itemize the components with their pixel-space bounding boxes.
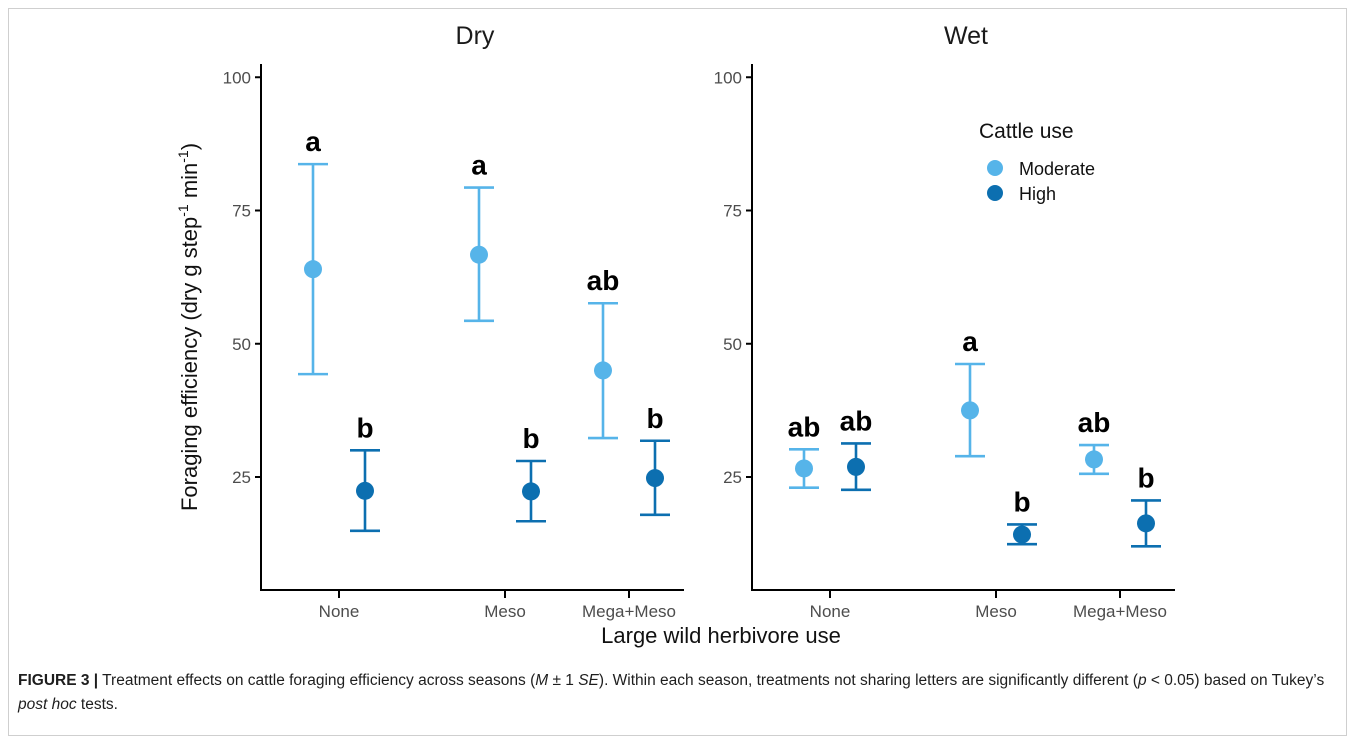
significance-letter-wet-0-moderate: ab <box>788 411 821 442</box>
x-tick-label-dry-2: Mega+Meso <box>582 602 676 621</box>
significance-letter-dry-1-moderate: a <box>471 150 487 181</box>
point-dry-1-high <box>522 482 540 501</box>
chart: Dry Wet Foraging efficiency (dry g step-… <box>175 22 1175 648</box>
caption-italic-post-hoc: post hoc <box>18 696 77 713</box>
caption-text-3: ). Within each season, treatments not sh… <box>598 672 1138 689</box>
significance-letter-wet-0-high: ab <box>840 405 873 436</box>
chart-marks: 25 50 75 100 None Meso Mega+Meso 25 50 75 100 None M… <box>223 68 1167 621</box>
point-dry-0-moderate <box>304 260 322 279</box>
caption-text-2: ± 1 <box>548 672 579 689</box>
point-dry-2-high <box>646 469 664 488</box>
caption-italic-p: p <box>1137 672 1147 689</box>
panel-wet: Wet <box>751 22 1175 591</box>
significance-letter-dry-0-high: b <box>356 412 373 443</box>
panel-title-dry: Dry <box>456 22 495 50</box>
y-tick-label-wet-100: 100 <box>714 68 742 87</box>
panel-dry: Dry <box>260 22 684 591</box>
figure-caption: FIGURE 3 | Treatment effects on cattle f… <box>18 669 1338 717</box>
point-wet-0-moderate <box>795 459 813 478</box>
y-axis-title: Foraging efficiency (dry g step-1 min-1) <box>175 143 202 511</box>
caption-italic-se: SE <box>578 672 599 689</box>
x-tick-label-wet-0: None <box>810 602 851 621</box>
x-tick-label-dry-1: Meso <box>484 602 526 621</box>
legend-marker-high <box>987 185 1003 201</box>
point-wet-0-high <box>847 457 865 476</box>
y-tick-label-dry-50: 50 <box>232 335 251 354</box>
point-wet-1-high <box>1013 525 1031 544</box>
y-tick-label-wet-50: 50 <box>723 335 742 354</box>
legend: Cattle use Moderate High <box>979 120 1095 204</box>
significance-letter-dry-0-moderate: a <box>305 126 321 157</box>
significance-letter-wet-1-high: b <box>1013 486 1030 517</box>
y-tick-label-wet-75: 75 <box>723 202 742 221</box>
x-axis-title: Large wild herbivore use <box>601 623 841 648</box>
caption-label: FIGURE 3 | <box>18 672 99 689</box>
point-wet-1-moderate <box>961 401 979 420</box>
caption-italic-m: M <box>535 672 549 689</box>
panel-title-wet: Wet <box>944 22 988 50</box>
significance-letter-wet-1-moderate: a <box>962 326 978 357</box>
significance-letter-wet-2-high: b <box>1137 462 1154 493</box>
x-tick-label-dry-0: None <box>319 602 360 621</box>
point-wet-2-moderate <box>1085 450 1103 469</box>
significance-letter-dry-2-moderate: ab <box>587 265 620 296</box>
legend-label-high: High <box>1019 184 1056 204</box>
significance-letter-dry-2-high: b <box>646 403 663 434</box>
point-wet-2-high <box>1137 514 1155 533</box>
point-dry-1-moderate <box>470 245 488 264</box>
y-tick-label-dry-100: 100 <box>223 68 251 87</box>
legend-title: Cattle use <box>979 120 1074 143</box>
y-tick-label-dry-75: 75 <box>232 202 251 221</box>
legend-label-moderate: Moderate <box>1019 159 1095 179</box>
caption-text-1: Treatment effects on cattle foraging eff… <box>98 672 536 689</box>
significance-letter-dry-1-high: b <box>522 423 539 454</box>
y-tick-label-wet-25: 25 <box>723 468 742 487</box>
significance-letter-wet-2-moderate: ab <box>1078 407 1111 438</box>
x-tick-label-wet-2: Mega+Meso <box>1073 602 1167 621</box>
point-dry-0-high <box>356 481 374 500</box>
point-dry-2-moderate <box>594 361 612 380</box>
x-tick-label-wet-1: Meso <box>975 602 1017 621</box>
figure-frame <box>8 8 1347 736</box>
caption-text-5: tests. <box>76 696 118 713</box>
caption-text-4: < 0.05) based on Tukey’s <box>1146 672 1325 689</box>
legend-marker-moderate <box>987 160 1003 176</box>
y-tick-label-dry-25: 25 <box>232 468 251 487</box>
